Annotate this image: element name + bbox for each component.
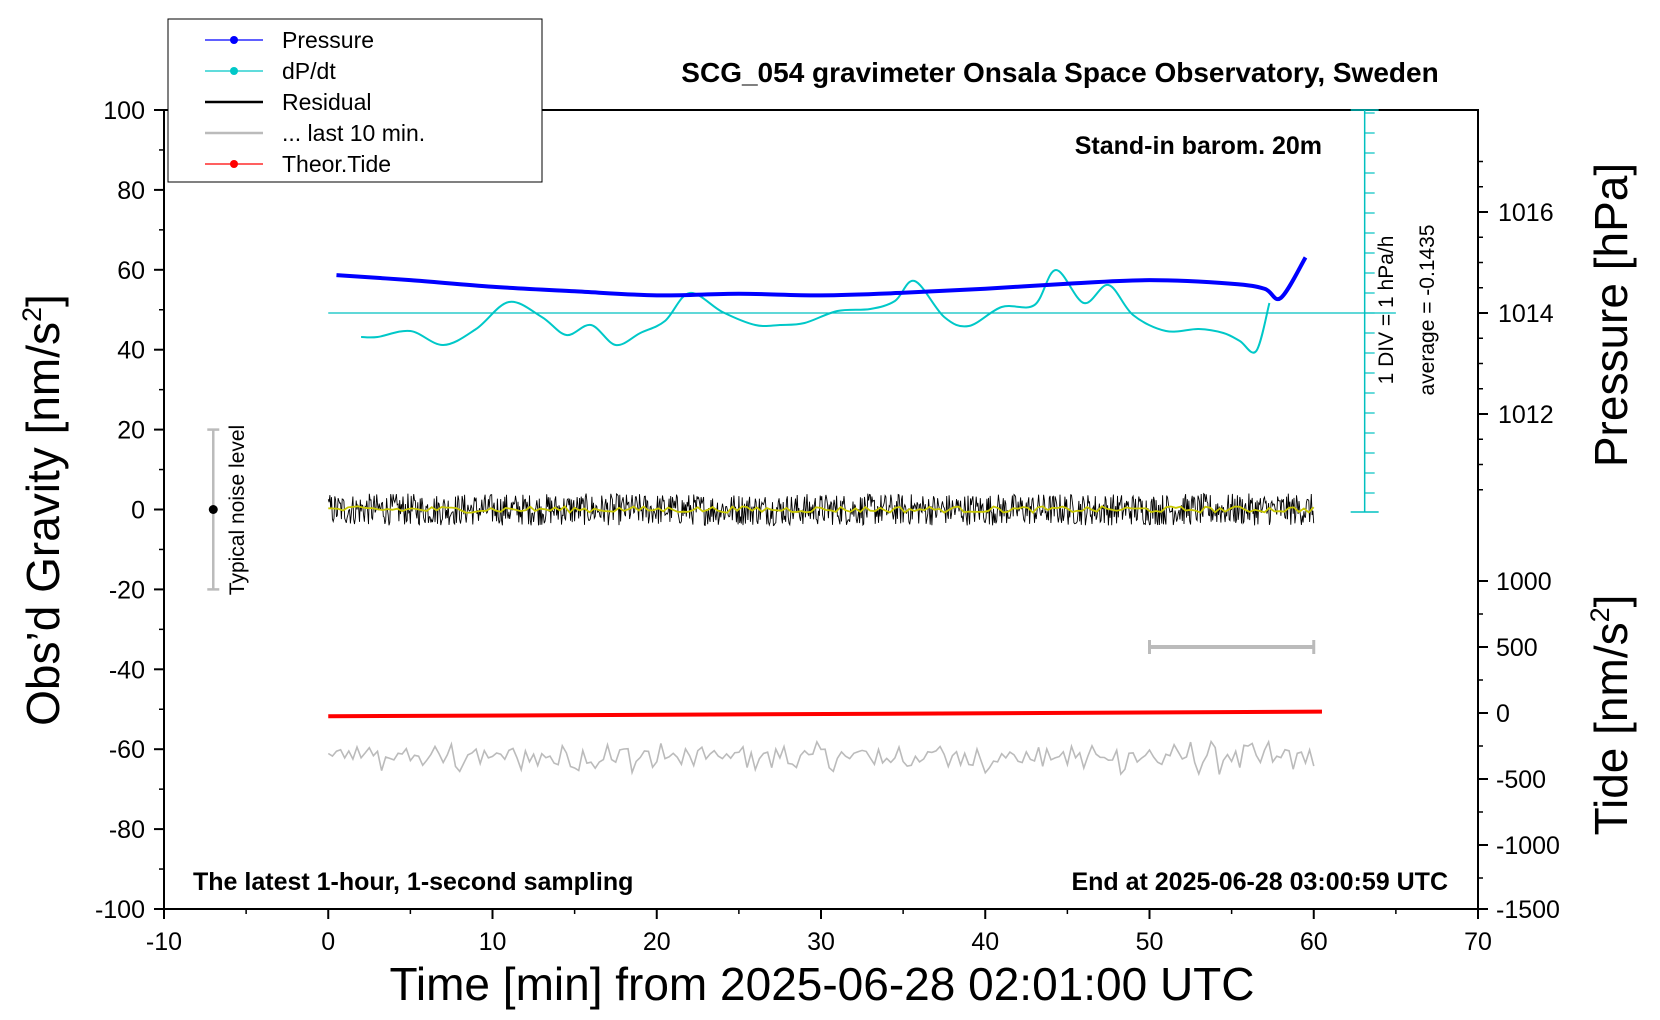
dpdt-average-label: average = -0.1435: [1416, 224, 1439, 395]
x-tick-label: 60: [1300, 928, 1328, 956]
last-10-min-line: [327, 739, 1315, 777]
dpdt-scale-label: 1 DIV = 1 hPa/h: [1375, 236, 1398, 385]
pressure-tick-label: 1016: [1498, 199, 1554, 227]
tide-tick-label: 500: [1496, 634, 1538, 662]
y-axis-title-tide: Tide [nm/s2]: [1585, 595, 1637, 836]
y-tick-label: -100: [95, 896, 145, 924]
y-axis-title-left: Obs’d Gravity [nm/s2]: [17, 294, 69, 726]
series-layer: [327, 256, 1322, 777]
end-time-note: End at 2025-06-28 03:00:59 UTC: [1071, 868, 1448, 896]
tide-tick-label: -1500: [1496, 896, 1560, 924]
barometer-note: Stand-in barom. 20m: [1075, 132, 1322, 160]
x-tick-label: 70: [1464, 928, 1492, 956]
pressure-tick-label: 1012: [1498, 401, 1554, 429]
pressure-tick-label: 1014: [1498, 300, 1554, 328]
tide-tick-label: 1000: [1496, 568, 1552, 596]
x-tick-label: 20: [643, 928, 671, 956]
legend-label: dP/dt: [282, 58, 336, 84]
legend-box: [167, 18, 543, 183]
noise-level-center-dot: [208, 505, 218, 514]
tide-tick-label: -500: [1496, 766, 1546, 794]
theor-tide-line: [328, 709, 1322, 719]
sampling-note: The latest 1-hour, 1-second sampling: [193, 868, 633, 896]
y-tick-label: 20: [117, 417, 145, 445]
x-axis-title: Time [min] from 2025-06-28 02:01:00 UTC: [390, 958, 1255, 1010]
tide-tick-label: 0: [1496, 700, 1510, 728]
y-tick-label: 0: [131, 497, 145, 525]
noise-level-label: Typical noise level: [226, 425, 249, 595]
legend-label: Residual: [282, 89, 372, 115]
y-tick-label: 40: [117, 337, 145, 365]
legend: Pressure dP/dt Residual ... last 10 min. The…: [167, 18, 543, 183]
y-tick-label: 60: [117, 257, 145, 285]
y-axis-title-pressure: Pressure [hPa]: [1585, 163, 1637, 467]
y-tick-label: -20: [109, 576, 145, 604]
x-tick-label: 10: [479, 928, 507, 956]
y-tick-label: 100: [103, 97, 145, 125]
legend-label: ... last 10 min.: [282, 120, 425, 146]
x-tick-label: 0: [321, 928, 335, 956]
residual-smoothed-line: [328, 505, 1315, 515]
x-tick-label: -10: [146, 928, 182, 956]
y-tick-label: -40: [109, 656, 145, 684]
x-tick-label: 40: [971, 928, 999, 956]
y-tick-label: -60: [109, 736, 145, 764]
y-tick-label: -80: [109, 816, 145, 844]
legend-marker: [230, 67, 238, 75]
legend-label: Theor.Tide: [282, 151, 391, 177]
tide-tick-label: -1000: [1496, 832, 1560, 860]
pressure-line: [336, 256, 1308, 302]
chart-title: SCG_054 gravimeter Onsala Space Observat…: [681, 57, 1438, 88]
x-tick-label: 50: [1136, 928, 1164, 956]
x-tick-label: 30: [807, 928, 835, 956]
axis-ticks: -10 0 10 20 30 40 50 60 70-100-80-60-40-20020406…: [95, 97, 1560, 956]
y-tick-label: 80: [117, 177, 145, 205]
residual-line: [327, 492, 1315, 527]
overlay-layer: [207, 109, 1396, 654]
legend-marker: [230, 160, 238, 168]
legend-marker: [230, 36, 238, 44]
dpdt-line: [361, 268, 1271, 354]
legend-label: Pressure: [282, 27, 374, 53]
